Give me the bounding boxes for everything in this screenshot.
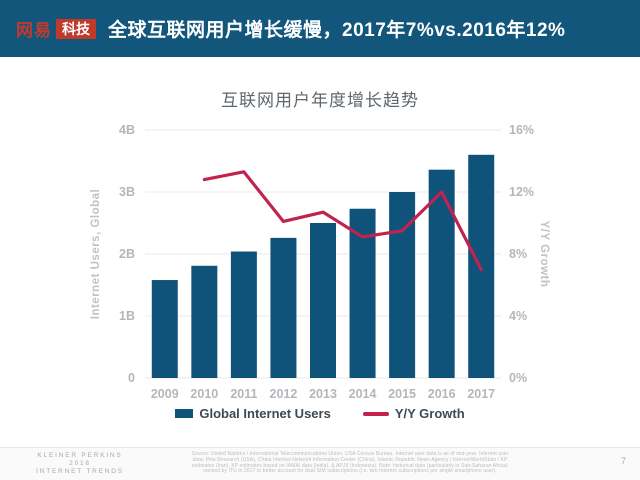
right-axis-tick: 0% xyxy=(509,371,527,385)
header-bar: 网易 科技 全球互联网用户增长缓慢，2017年7%vs.2016年12% xyxy=(0,0,640,57)
chart-title: 互联网用户年度增长趋势 xyxy=(221,91,419,110)
brand-line: INTERNET TRENDS xyxy=(36,468,124,475)
tech-logo-badge: 科技 xyxy=(56,18,96,39)
right-axis-tick: 16% xyxy=(509,123,534,137)
source-note: Source: United Nations / International T… xyxy=(150,451,550,475)
legend-item-users: Global Internet Users xyxy=(175,406,331,421)
netease-logo-text: 网易 xyxy=(16,21,52,40)
x-axis-label: 2016 xyxy=(428,387,456,401)
x-axis-label: 2013 xyxy=(309,387,337,401)
chart-svg: 4B 3B 2B 1B 0 16% 12% 8% 4% 0% 2009 2010 2011 2012 201… xyxy=(90,123,550,401)
legend-label-users: Global Internet Users xyxy=(199,406,331,421)
x-axis-label: 2012 xyxy=(270,387,298,401)
bar-2010 xyxy=(191,265,218,378)
bar-swatch-icon xyxy=(175,409,194,418)
brand-line: KLEINER PERKINS xyxy=(37,452,123,459)
legend-item-growth: Y/Y Growth xyxy=(362,406,465,421)
bar-2013 xyxy=(310,223,336,378)
right-axis-title: Y/Y Growth xyxy=(538,221,550,288)
bar-2012 xyxy=(270,237,297,378)
left-axis-title: Internet Users, Global xyxy=(90,189,102,320)
right-axis-tick: 8% xyxy=(509,247,527,261)
growth-line xyxy=(202,170,483,272)
chart-legend: Global Internet Users Y/Y Growth xyxy=(0,406,640,421)
page-number: 7 xyxy=(620,456,626,466)
source-line: estimates (Iran), KP estimates based on … xyxy=(192,462,508,469)
bar-2009 xyxy=(151,280,178,378)
x-axis-label: 2011 xyxy=(230,387,257,401)
kleiner-perkins-brand: KLEINER PERKINS 2018 INTERNET TRENDS xyxy=(8,452,152,476)
brand-line: 2018 xyxy=(69,460,91,467)
netease-tech-logo[interactable]: 网易 科技 xyxy=(16,16,96,41)
x-axis-label: 2014 xyxy=(349,387,377,401)
bar-2011 xyxy=(230,251,257,378)
left-axis-tick: 4B xyxy=(119,123,135,137)
source-line: revised by ITU in 2017 to better account… xyxy=(203,468,497,475)
source-line: data: Pew Research (USA), China Internet… xyxy=(192,456,508,463)
x-axis-label: 2010 xyxy=(190,387,218,401)
right-axis-tick: 12% xyxy=(509,185,534,199)
legend-label-growth: Y/Y Growth xyxy=(394,406,465,421)
left-axis-tick: 2B xyxy=(119,247,135,261)
line-swatch-icon xyxy=(362,411,389,416)
bar-2016 xyxy=(428,169,455,378)
left-axis-tick: 0 xyxy=(128,371,135,385)
left-axis-tick: 3B xyxy=(119,185,135,199)
article-title: 全球互联网用户增长缓慢，2017年7%vs.2016年12% xyxy=(108,20,566,41)
footer: KLEINER PERKINS 2018 INTERNET TRENDS Sou… xyxy=(0,447,640,480)
right-axis-tick: 4% xyxy=(509,309,527,323)
x-axis-label: 2009 xyxy=(151,387,179,401)
x-axis-label: 2015 xyxy=(388,387,416,401)
left-axis-tick: 1B xyxy=(119,309,135,323)
source-line: Source: United Nations / International T… xyxy=(191,451,509,457)
x-axis-label: 2017 xyxy=(467,387,495,401)
